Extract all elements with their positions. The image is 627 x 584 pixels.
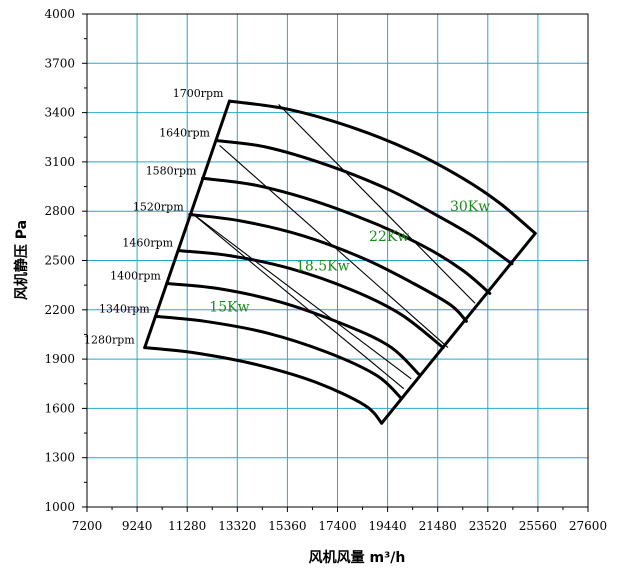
y-tick-label: 2500 — [44, 254, 75, 268]
y-axis-title: 风机静压 Pa — [13, 220, 30, 300]
y-tick-label: 2200 — [44, 303, 75, 317]
y-tick-label: 3400 — [44, 106, 75, 120]
x-tick-label: 25560 — [519, 519, 557, 533]
speed-curve — [214, 139, 514, 266]
power-label: 22Kw — [369, 229, 409, 245]
rpm-label: 1640rpm — [159, 127, 210, 140]
rpm-label: 1460rpm — [122, 237, 173, 250]
x-tick-label: 7200 — [72, 519, 103, 533]
y-tick-label: 1900 — [44, 352, 75, 366]
power-label: 18.5Kw — [296, 258, 350, 274]
x-tick-label: 19440 — [369, 519, 407, 533]
rpm-label: 1280rpm — [84, 334, 135, 347]
power-label: 15Kw — [209, 299, 249, 315]
speed-curve — [154, 314, 403, 400]
envelope-right-line — [380, 231, 537, 425]
power-line — [191, 212, 412, 380]
speed-curve — [177, 249, 445, 350]
x-tick-label: 9240 — [122, 519, 153, 533]
power-line — [191, 212, 405, 390]
x-tick-label: 17400 — [318, 519, 356, 533]
rpm-label: 1700rpm — [173, 87, 224, 100]
speed-curve — [227, 99, 537, 235]
x-tick-label: 21480 — [419, 519, 457, 533]
y-tick-label: 1600 — [44, 401, 75, 415]
x-tick-label: 11280 — [168, 519, 206, 533]
rpm-label: 1580rpm — [146, 164, 197, 177]
y-tick-label: 1000 — [44, 500, 75, 514]
rpm-label: 1340rpm — [99, 302, 150, 315]
y-tick-label: 2800 — [44, 204, 75, 218]
speed-curve — [200, 176, 492, 295]
speed-curve — [165, 282, 420, 376]
curves — [143, 99, 537, 425]
y-tick-label: 3700 — [44, 56, 75, 70]
x-tick-label: 13320 — [218, 519, 256, 533]
speed-curve — [188, 213, 468, 323]
x-tick-label: 15360 — [268, 519, 306, 533]
envelope-left-line — [143, 99, 231, 350]
x-tick-label: 23520 — [469, 519, 507, 533]
y-tick-label: 4000 — [44, 7, 75, 21]
x-tick-label: 27600 — [569, 519, 607, 533]
x-axis-title: 风机风量 m³/h — [309, 549, 406, 566]
plot-frame — [86, 13, 589, 508]
power-label: 30Kw — [450, 199, 490, 215]
y-tick-label: 3100 — [44, 155, 75, 169]
power-line — [278, 103, 476, 304]
labels: 1700rpm 1640rpm 1580rpm 1520rpm 1460rpm 1400r… — [84, 87, 490, 347]
rpm-label: 1520rpm — [133, 200, 184, 213]
rpm-label: 1400rpm — [110, 270, 161, 283]
ticks: 7200 9240 11280 13320 15360 17400 19440 21480 23… — [44, 7, 607, 533]
y-tick-label: 1300 — [44, 451, 75, 465]
speed-curve — [143, 346, 384, 425]
